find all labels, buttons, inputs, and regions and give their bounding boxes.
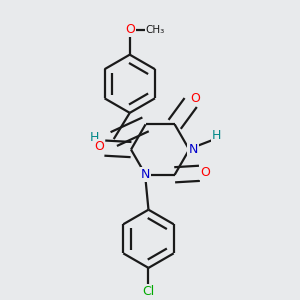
Text: H: H	[90, 131, 100, 144]
Text: O: O	[94, 140, 104, 153]
Text: CH₃: CH₃	[146, 25, 165, 35]
Text: O: O	[200, 166, 210, 178]
Text: N: N	[141, 168, 150, 181]
Text: N: N	[188, 143, 198, 156]
Text: H: H	[212, 129, 221, 142]
Text: O: O	[190, 92, 200, 105]
Text: O: O	[125, 23, 135, 36]
Text: Cl: Cl	[142, 285, 154, 298]
